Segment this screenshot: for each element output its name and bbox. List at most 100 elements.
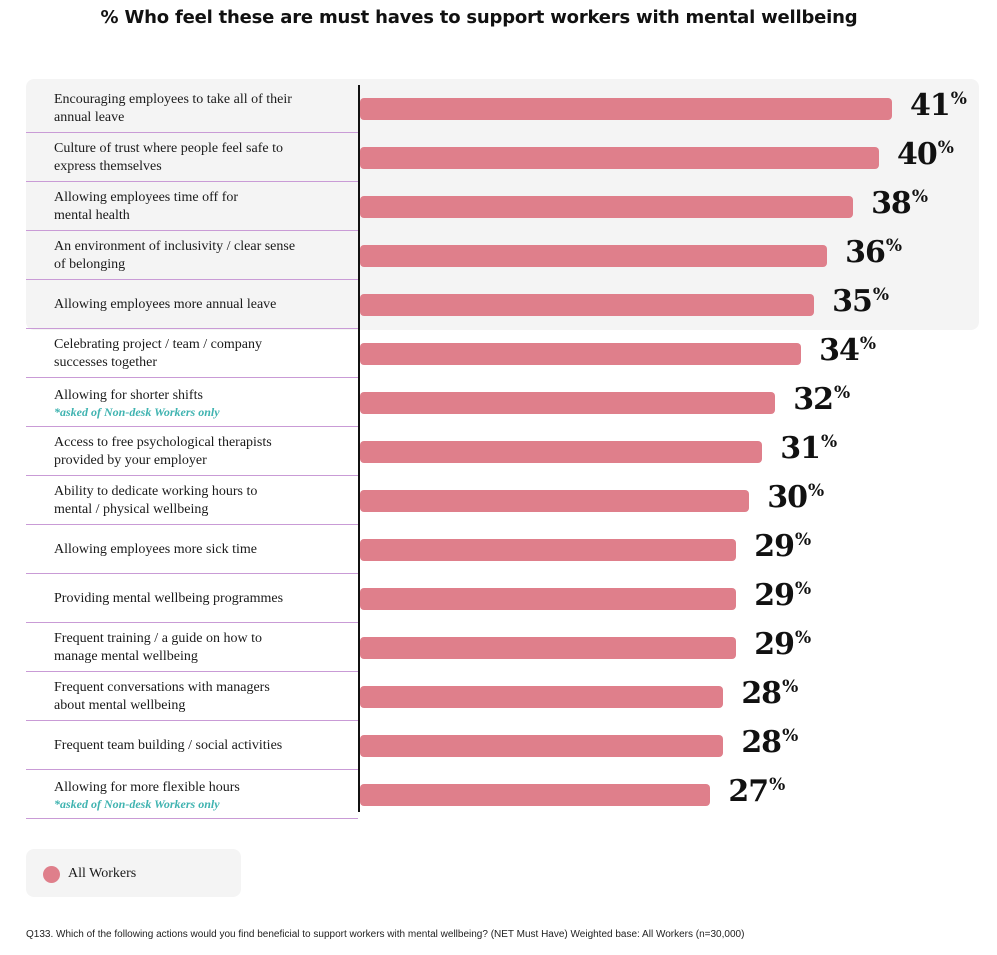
row-divider <box>26 769 358 770</box>
data-label-unit: % <box>872 285 889 305</box>
row-divider <box>26 720 358 721</box>
category-label-text: Allowing employees time off for mental h… <box>54 190 239 223</box>
category-label: Allowing for more flexible hours *asked o… <box>54 771 354 819</box>
bar <box>360 784 711 806</box>
category-label: Allowing for shorter shifts *asked of Non… <box>54 379 354 427</box>
category-label: Frequent conversations with managers abo… <box>54 673 354 721</box>
category-label: Ability to dedicate working hours to men… <box>54 477 354 525</box>
bar-row: Allowing employees time off for mental h… <box>26 183 979 231</box>
bar-row: Allowing employees more annual leave 35% <box>26 281 979 329</box>
data-label-unit: % <box>795 628 811 648</box>
row-divider <box>26 524 358 525</box>
data-label-unit: % <box>937 138 954 158</box>
data-label: 29% <box>754 628 811 662</box>
category-label-text: Allowing for shorter shifts <box>54 387 203 403</box>
data-label-value: 35 <box>832 284 873 319</box>
data-label-unit: % <box>808 481 824 501</box>
category-label-text: Allowing employees more sick time <box>54 542 257 557</box>
row-divider <box>26 377 358 378</box>
data-label: 29% <box>754 578 811 613</box>
data-label: 35% <box>832 284 889 319</box>
row-divider <box>26 426 358 427</box>
legend-swatch <box>43 866 60 883</box>
bar-row: Allowing employees more sick time 29% <box>26 526 979 574</box>
data-label: 40% <box>897 137 954 172</box>
data-label-value: 41 <box>910 88 951 123</box>
category-label-text: Allowing for more flexible hours <box>54 779 240 795</box>
data-label-value: 29 <box>754 578 795 613</box>
row-divider <box>26 622 358 623</box>
data-label-unit: % <box>950 89 967 109</box>
bar-row: Access to free psychological therapists … <box>26 428 979 476</box>
bar <box>360 343 802 365</box>
y-axis-line <box>358 85 360 812</box>
data-label-value: 31 <box>780 431 821 466</box>
category-label-text: Frequent team building / social activiti… <box>54 738 283 753</box>
data-label-unit: % <box>820 432 837 452</box>
data-label-unit: % <box>782 677 798 697</box>
bar-row: Allowing for shorter shifts *asked of Non… <box>26 379 979 427</box>
row-divider <box>26 132 358 133</box>
bar-row: Allowing for more flexible hours *asked o… <box>26 771 979 819</box>
data-label: 30% <box>767 481 824 515</box>
bar-row: Frequent conversations with managers abo… <box>26 673 979 721</box>
row-divider <box>26 671 358 672</box>
category-label-text: Providing mental wellbeing programmes <box>54 591 284 606</box>
category-label-text: Frequent training / a guide on how to ma… <box>54 631 263 664</box>
bar <box>360 490 750 512</box>
category-label: Celebrating project / team / company suc… <box>54 330 354 378</box>
row-divider <box>26 230 358 231</box>
category-label: An environment of inclusivity / clear se… <box>54 232 354 280</box>
category-label-text: An environment of inclusivity / clear se… <box>54 239 296 272</box>
data-label-unit: % <box>911 187 928 207</box>
data-label: 38% <box>871 187 928 221</box>
bar <box>360 588 737 610</box>
legend-label: All Workers <box>68 866 137 881</box>
data-label: 28% <box>741 677 798 711</box>
row-divider <box>26 475 358 476</box>
row-divider <box>26 573 358 574</box>
data-label-unit: % <box>795 579 811 599</box>
footnote: Q133. Which of the following actions wou… <box>26 929 745 940</box>
data-label: 41% <box>910 88 967 123</box>
data-label-value: 34 <box>819 333 860 368</box>
category-label: Allowing employees time off for mental h… <box>54 183 354 231</box>
bar <box>360 637 737 659</box>
bar-row: Ability to dedicate working hours to men… <box>26 477 979 525</box>
data-label: 27% <box>728 774 785 809</box>
row-divider <box>26 181 358 182</box>
bar <box>360 539 737 561</box>
data-label: 28% <box>741 725 798 760</box>
category-label: Encouraging employees to take all of the… <box>54 85 354 133</box>
bar <box>360 147 880 169</box>
data-label-value: 28 <box>741 725 782 760</box>
data-label-unit: % <box>859 334 876 354</box>
data-label: 31% <box>780 431 837 466</box>
data-label-value: 40 <box>897 137 938 172</box>
category-note: *asked of Non-desk Workers only <box>54 404 220 419</box>
legend: All Workers <box>26 849 241 897</box>
data-label-unit: % <box>795 530 811 550</box>
bar <box>360 294 815 316</box>
category-label: Access to free psychological therapists … <box>54 428 354 476</box>
bar-row: Frequent team building / social activiti… <box>26 722 979 770</box>
category-note: *asked of Non-desk Workers only <box>54 796 220 811</box>
category-label-text: Celebrating project / team / company suc… <box>54 337 262 370</box>
bar <box>360 245 828 267</box>
chart-title: % Who feel these are must haves to suppo… <box>100 7 858 28</box>
category-label: Allowing employees more sick time <box>54 526 354 574</box>
row-divider <box>26 328 358 329</box>
category-label-text: Access to free psychological therapists … <box>54 435 272 468</box>
data-label: 32% <box>793 383 850 417</box>
category-label-text: Culture of trust where people feel safe … <box>54 141 283 174</box>
bar <box>360 98 892 120</box>
category-label-text: Allowing employees more annual leave <box>54 297 277 312</box>
data-label: 36% <box>845 236 902 270</box>
data-label: 29% <box>754 530 811 564</box>
data-label: 34% <box>819 333 876 368</box>
data-label-unit: % <box>885 236 902 256</box>
data-label-value: 27 <box>728 774 769 809</box>
data-label-unit: % <box>833 383 850 403</box>
bar <box>360 686 724 708</box>
data-label-unit: % <box>782 726 798 746</box>
